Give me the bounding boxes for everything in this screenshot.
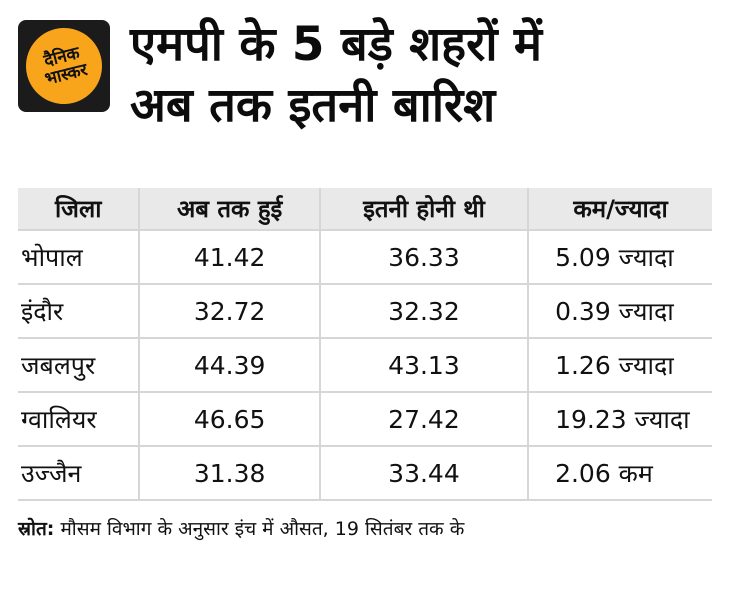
source-label: स्रोत:	[18, 518, 55, 541]
expected-rain-cell: 36.33	[318, 229, 529, 285]
column-header-rain-so-far: अब तक हुई	[138, 188, 320, 231]
table-row: उज्जैन 31.38 33.44 2.06 कम	[18, 445, 712, 502]
column-header-difference: कम/ज्यादा	[527, 188, 712, 231]
table-row: भोपाल 41.42 36.33 5.09 ज्यादा	[18, 229, 712, 285]
rain-so-far-cell: 41.42	[138, 229, 320, 285]
table-row: इंदौर 32.72 32.32 0.39 ज्यादा	[18, 283, 712, 339]
expected-rain-cell: 33.44	[318, 445, 529, 502]
difference-cell: 5.09 ज्यादा	[527, 229, 712, 285]
logo-circle: दैनिक भास्कर	[17, 19, 111, 113]
rain-so-far-cell: 46.65	[138, 391, 320, 447]
rainfall-table: जिला अब तक हुई इतनी होनी थी कम/ज्यादा भो…	[18, 188, 712, 502]
expected-rain-cell: 43.13	[318, 337, 529, 393]
table-row: ग्वालियर 46.65 27.42 19.23 ज्यादा	[18, 391, 712, 447]
district-cell: ग्वालियर	[18, 391, 140, 447]
district-cell: उज्जैन	[18, 445, 140, 502]
rain-so-far-cell: 32.72	[138, 283, 320, 339]
masthead: दैनिक भास्कर एमपी के 5 बड़े शहरों में अब…	[0, 0, 730, 136]
table-row: जबलपुर 44.39 43.13 1.26 ज्यादा	[18, 337, 712, 393]
district-cell: जबलपुर	[18, 337, 140, 393]
rain-so-far-cell: 31.38	[138, 445, 320, 502]
dainik-bhaskar-logo: दैनिक भास्कर	[17, 19, 111, 113]
difference-cell: 2.06 कम	[527, 445, 712, 502]
expected-rain-cell: 32.32	[318, 283, 529, 339]
rain-so-far-cell: 44.39	[138, 337, 320, 393]
title-line1: एमपी के 5 बड़े शहरों में	[130, 17, 542, 72]
difference-cell: 0.39 ज्यादा	[527, 283, 712, 339]
column-header-district: जिला	[18, 188, 140, 231]
source-text: मौसम विभाग के अनुसार इंच में औसत, 19 सित…	[60, 518, 465, 541]
difference-cell: 19.23 ज्यादा	[527, 391, 712, 447]
page-title: एमपी के 5 बड़े शहरों में अब तक इतनी बारि…	[130, 14, 542, 136]
difference-cell: 1.26 ज्यादा	[527, 337, 712, 393]
source-note: स्रोत: मौसम विभाग के अनुसार इंच में औसत,…	[0, 501, 730, 541]
title-line2: अब तक इतनी बारिश	[130, 78, 496, 134]
expected-rain-cell: 27.42	[318, 391, 529, 447]
table-header-row: जिला अब तक हुई इतनी होनी थी कम/ज्यादा	[18, 188, 712, 231]
column-header-expected: इतनी होनी थी	[318, 188, 529, 231]
district-cell: इंदौर	[18, 283, 140, 339]
district-cell: भोपाल	[18, 229, 140, 285]
